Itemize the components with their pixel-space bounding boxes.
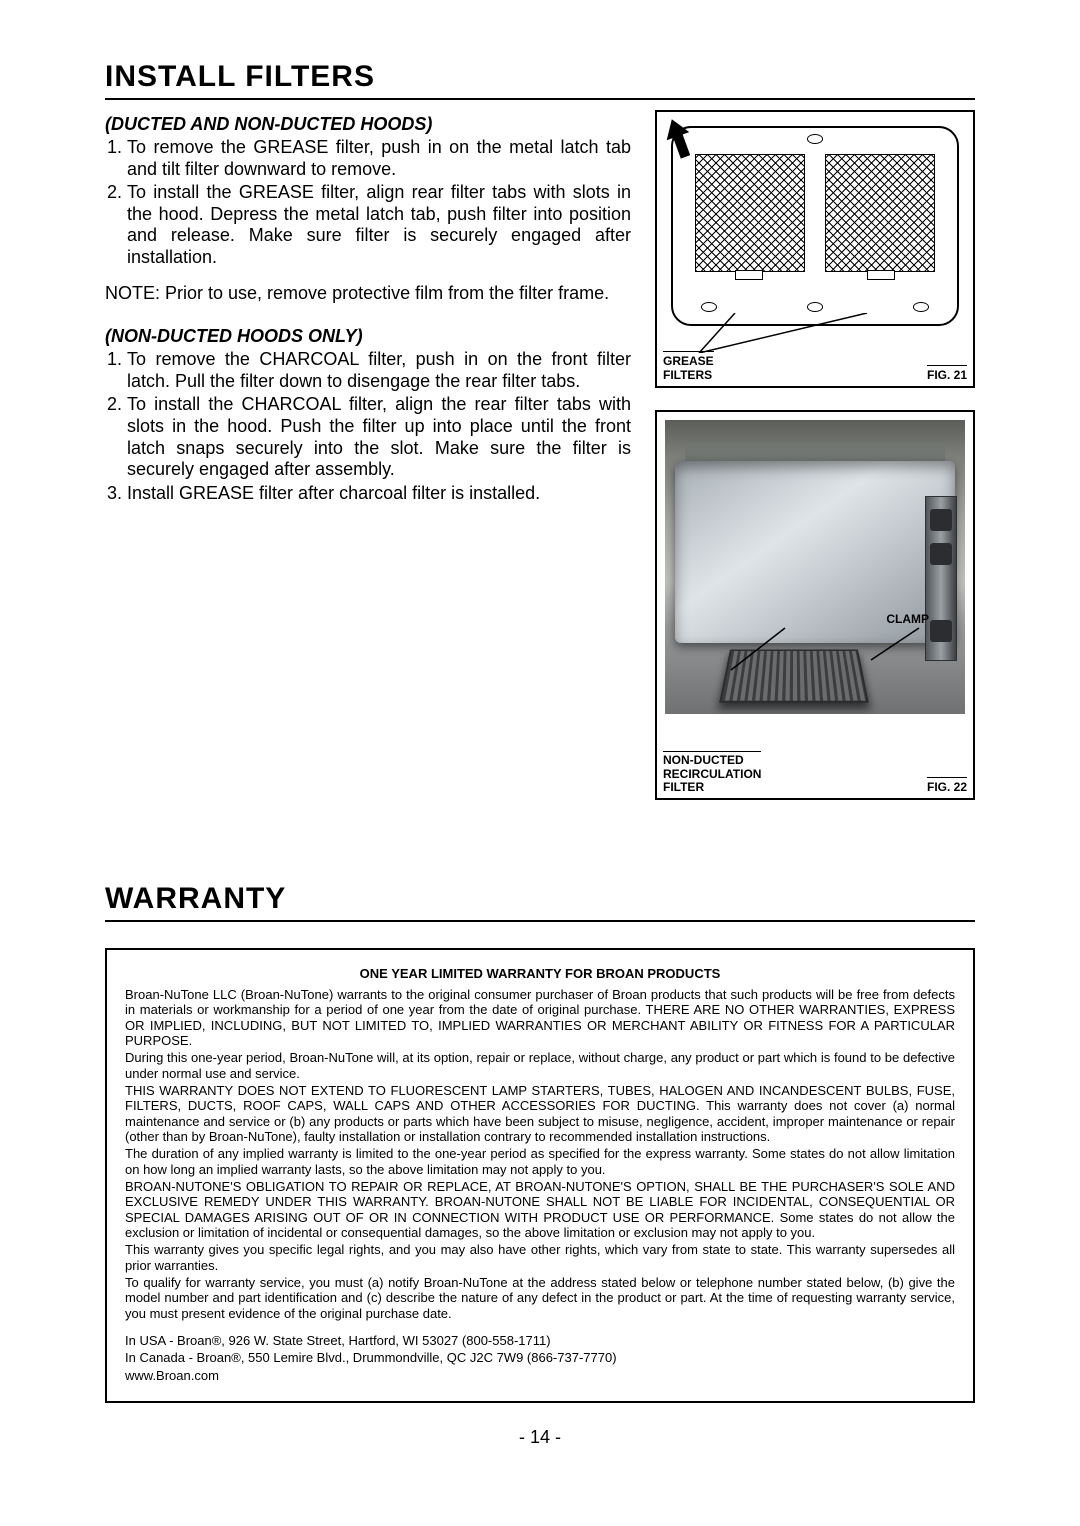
hood-outline (671, 126, 959, 326)
page-number: - 14 - (105, 1427, 975, 1448)
figure-22: CLAMP NON-DUCTED RECIRCULATION FILTER FI… (655, 410, 975, 800)
warranty-head: ONE YEAR LIMITED WARRANTY FOR BROAN PROD… (125, 966, 955, 981)
clamp-label: CLAMP (886, 612, 929, 626)
warranty-p: This warranty gives you specific legal r… (125, 1242, 955, 1273)
install-text-col: (DUCTED AND NON-DUCTED HOODS) To remove … (105, 110, 631, 822)
warranty-p: THIS WARRANTY DOES NOT EXTEND TO FLUORES… (125, 1083, 955, 1144)
warranty-p: The duration of any implied warranty is … (125, 1146, 955, 1177)
removal-arrow-icon (665, 118, 693, 160)
figure-22-photo: CLAMP (657, 412, 973, 722)
warranty-contact: www.Broan.com (125, 1368, 955, 1383)
warranty-box: ONE YEAR LIMITED WARRANTY FOR BROAN PROD… (105, 948, 975, 1403)
install-figure-col: GREASE FILTERS FIG. 21 CLAMP (655, 110, 975, 822)
subhead-nonducted: (NON-DUCTED HOODS ONLY) (105, 326, 631, 347)
list-item: Install GREASE filter after charcoal fil… (127, 483, 631, 505)
install-filters-title: INSTALL FILTERS (105, 60, 975, 100)
figure-21: GREASE FILTERS FIG. 21 (655, 110, 975, 388)
subhead-ducted: (DUCTED AND NON-DUCTED HOODS) (105, 114, 631, 135)
list-item: To remove the GREASE filter, push in on … (127, 137, 631, 180)
figure-21-footer: GREASE FILTERS FIG. 21 (657, 351, 973, 386)
filter-leader (725, 628, 795, 672)
fig21-right-label: FIG. 21 (927, 365, 967, 382)
warranty-p: To qualify for warranty service, you mus… (125, 1275, 955, 1321)
warranty-contact: In USA - Broan®, 926 W. State Street, Ha… (125, 1333, 955, 1348)
warranty-contact: In Canada - Broan®, 550 Lemire Blvd., Dr… (125, 1350, 955, 1365)
list-nonducted: To remove the CHARCOAL filter, push in o… (105, 349, 631, 504)
list-item: To install the GREASE filter, align rear… (127, 182, 631, 268)
fig22-left-label: NON-DUCTED RECIRCULATION FILTER (663, 751, 761, 794)
list-item: To install the CHARCOAL filter, align th… (127, 394, 631, 480)
clamp-leader (871, 626, 929, 660)
warranty-title: WARRANTY (105, 882, 975, 922)
install-columns: (DUCTED AND NON-DUCTED HOODS) To remove … (105, 110, 975, 822)
warranty-p: Broan-NuTone LLC (Broan-NuTone) warrants… (125, 987, 955, 1048)
figure-22-footer: NON-DUCTED RECIRCULATION FILTER FIG. 22 (657, 751, 973, 794)
warranty-p: During this one-year period, Broan-NuTon… (125, 1050, 955, 1081)
fig21-left-label: GREASE FILTERS (663, 351, 714, 382)
warranty-p: BROAN-NUTONE'S OBLIGATION TO REPAIR OR R… (125, 1179, 955, 1240)
fig22-right-label: FIG. 22 (927, 777, 967, 794)
list-item: To remove the CHARCOAL filter, push in o… (127, 349, 631, 392)
list-ducted: To remove the GREASE filter, push in on … (105, 137, 631, 269)
figure-21-drawing (657, 112, 973, 351)
note-text: NOTE: Prior to use, remove protective fi… (105, 283, 631, 305)
